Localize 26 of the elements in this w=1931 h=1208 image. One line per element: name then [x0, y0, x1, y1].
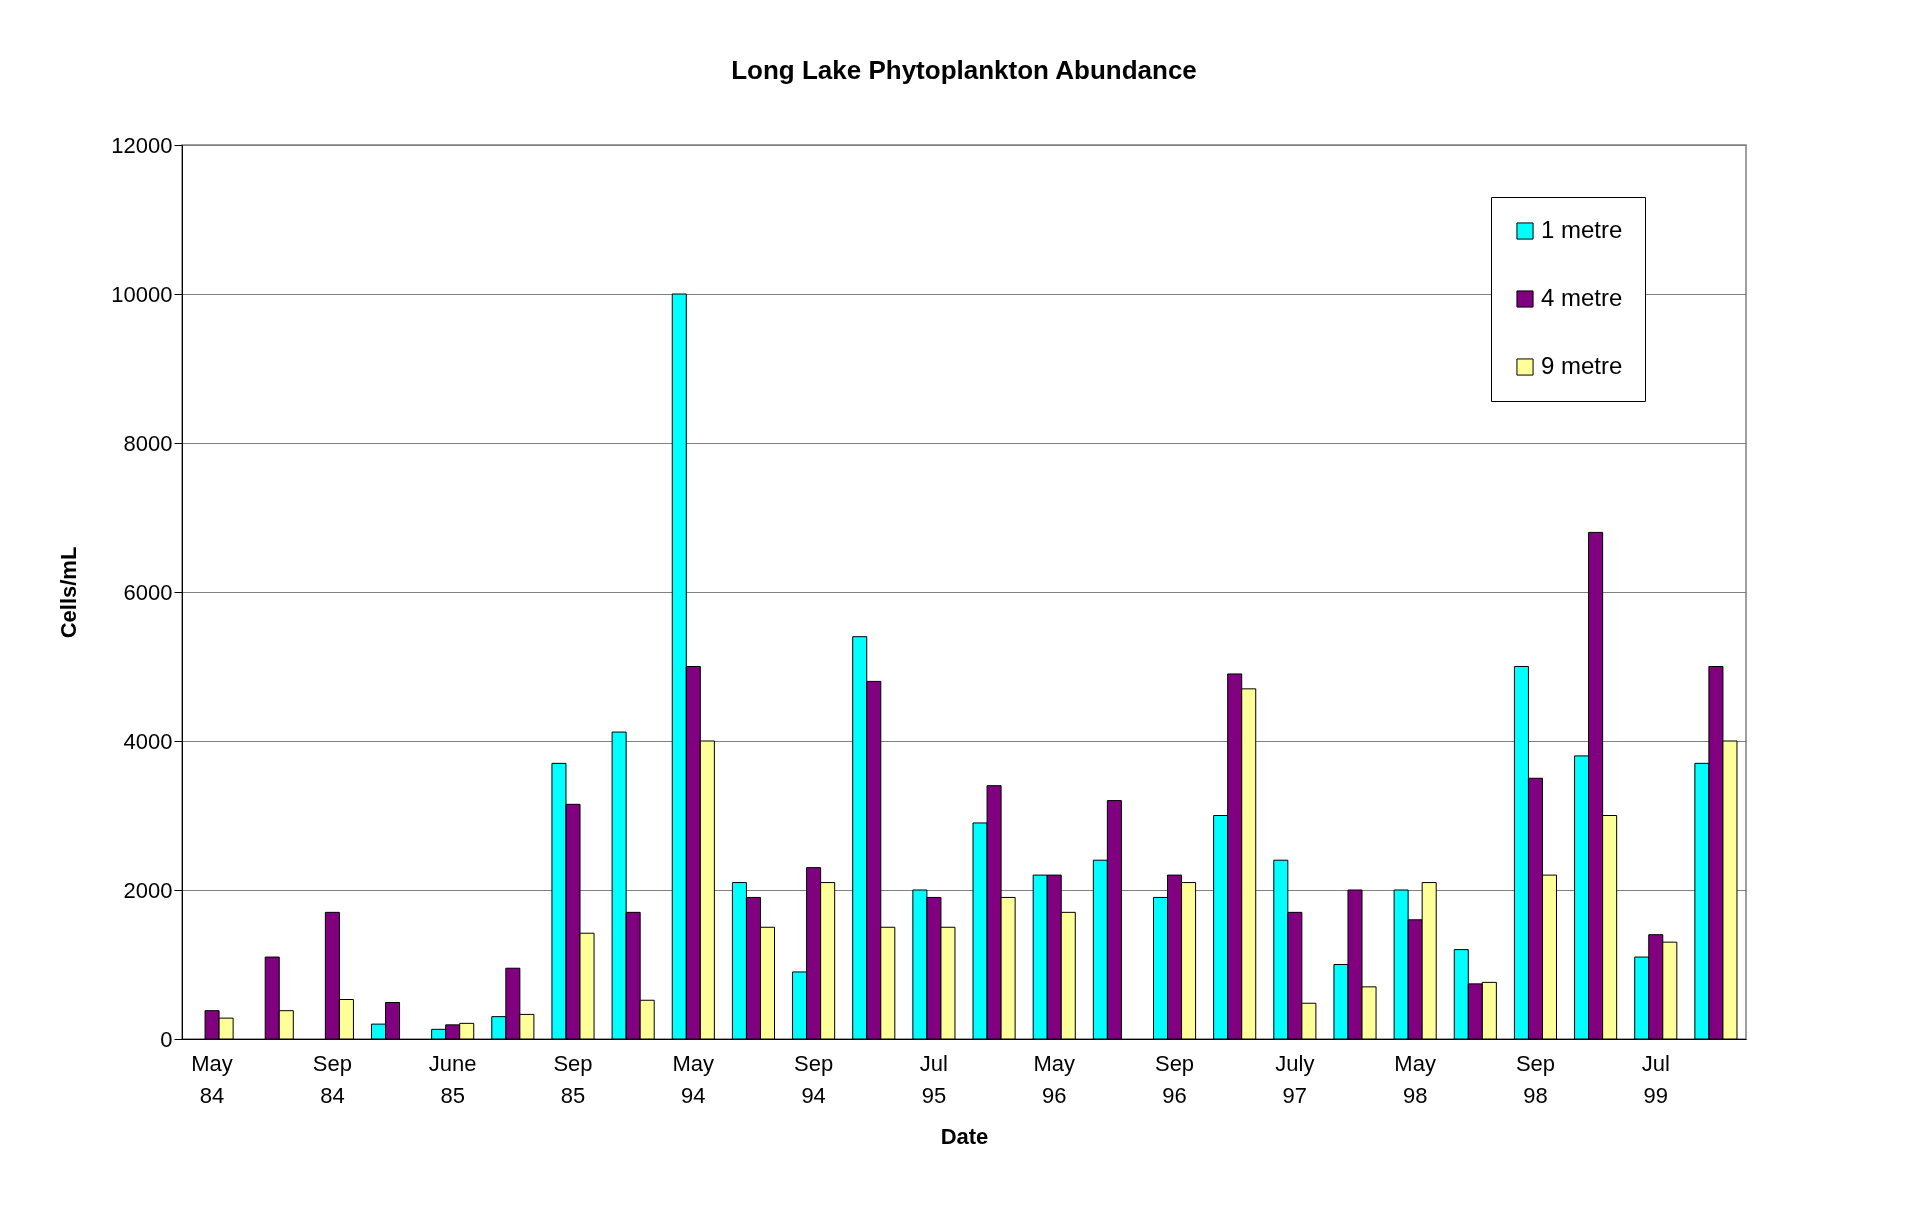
y-tick-label: 2000: [123, 877, 173, 903]
x-tick-label: Jul 99: [1641, 1050, 1670, 1108]
x-tick-label: Sep 98: [1515, 1050, 1556, 1108]
y-tick-label: 6000: [123, 579, 173, 605]
x-tick-label: May 94: [672, 1050, 715, 1108]
x-tick-label: Sep 96: [1154, 1050, 1195, 1108]
x-axis-title: Date: [940, 1123, 989, 1149]
x-tick-label: Sep 84: [312, 1050, 352, 1108]
x-tick-label: May 98: [1394, 1050, 1436, 1108]
x-tick-label: Sep 94: [794, 1050, 834, 1108]
legend-label: 1 metre: [1541, 216, 1623, 243]
x-tick-label: July 97: [1275, 1050, 1315, 1108]
y-tick-label: 10000: [111, 281, 173, 307]
x-tick-label: Jul 95: [919, 1050, 948, 1108]
y-tick-label: 4000: [123, 728, 173, 754]
x-tick-label: June 85: [428, 1050, 477, 1108]
x-tick-label: Sep 85: [553, 1050, 593, 1108]
chart-title: Long Lake Phytoplankton Abundance: [731, 55, 1197, 85]
x-tick-label: May 84: [191, 1050, 233, 1108]
y-tick-label: 8000: [123, 430, 173, 456]
x-tick-label: May 96: [1033, 1050, 1076, 1108]
legend-label: 9 metre: [1541, 352, 1623, 379]
y-tick-label: 12000: [111, 132, 173, 158]
legend-label: 4 metre: [1541, 284, 1623, 311]
y-axis-title: Cells/mL: [56, 546, 82, 639]
y-tick-label: 0: [160, 1026, 173, 1052]
